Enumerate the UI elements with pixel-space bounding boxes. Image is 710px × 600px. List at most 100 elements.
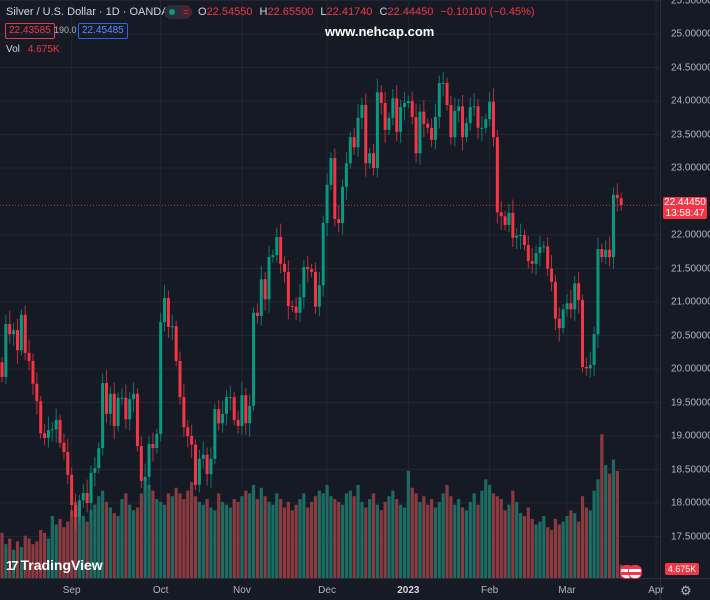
volume-legend: Vol 4.675K xyxy=(6,44,60,55)
volume-bar xyxy=(333,499,337,578)
volume-bar xyxy=(406,470,410,578)
candle-body xyxy=(542,246,546,248)
candle-body xyxy=(306,267,310,270)
volume-bar xyxy=(302,493,306,578)
volume-bar xyxy=(31,544,35,578)
candle-body xyxy=(286,271,290,307)
volume-bar xyxy=(116,515,120,578)
candle-body xyxy=(182,397,186,428)
candle-body xyxy=(313,271,317,307)
high-value: 22.65500 xyxy=(267,6,314,18)
price-tick-label: 23.50000 xyxy=(671,129,710,140)
candle-body xyxy=(422,111,426,124)
volume-bar xyxy=(209,507,213,578)
time-tick-label: Mar xyxy=(558,585,576,596)
candle-body xyxy=(159,322,163,434)
tradingview-logo[interactable]: 17 TradingView xyxy=(6,557,103,573)
candle-body xyxy=(205,454,209,475)
candle-body xyxy=(101,383,105,449)
volume-bar xyxy=(584,507,588,578)
price-tick-label: 18.50000 xyxy=(671,464,710,475)
candle-body xyxy=(259,279,263,317)
volume-bar xyxy=(240,496,244,578)
bar-countdown: 13:58:47 xyxy=(665,208,705,219)
candle-body xyxy=(561,309,565,329)
candle-body xyxy=(379,92,383,104)
candle-body xyxy=(116,397,120,426)
volume-bar xyxy=(290,510,294,578)
candle-body xyxy=(77,500,81,518)
candle-body xyxy=(391,98,395,118)
candle-body xyxy=(217,409,221,424)
candle-body xyxy=(255,312,259,317)
last-price: 22.44450 xyxy=(664,197,706,208)
volume-bar xyxy=(58,518,62,578)
candle-body xyxy=(236,419,240,426)
time-tick-label: Oct xyxy=(152,585,169,596)
volume-bar xyxy=(224,504,229,578)
candle-body xyxy=(344,163,348,187)
candle-body xyxy=(19,314,23,351)
volume-bar xyxy=(310,501,314,578)
volume-bar xyxy=(275,493,279,578)
volume-bar xyxy=(410,487,414,578)
visibility-toggle[interactable]: = xyxy=(164,5,192,19)
volume-bar xyxy=(337,501,341,578)
candle-body xyxy=(402,103,406,108)
volume-bar xyxy=(542,515,546,578)
candle-body xyxy=(104,383,108,414)
candle-body xyxy=(267,257,271,300)
candle-body xyxy=(228,397,232,399)
candle-body xyxy=(4,324,8,378)
candle-body xyxy=(54,419,58,430)
candle-body xyxy=(329,157,333,185)
close-label: C xyxy=(379,6,388,18)
candle-body xyxy=(569,303,573,310)
candle-body xyxy=(120,397,124,399)
candle-body xyxy=(430,127,434,140)
us-flag-icon[interactable] xyxy=(628,565,642,579)
volume-bar xyxy=(476,504,480,578)
volume-bar xyxy=(217,493,221,578)
candle-body xyxy=(283,263,287,272)
gear-icon[interactable]: ⚙ xyxy=(680,583,692,598)
price-tick-label: 23.00000 xyxy=(671,162,710,174)
volume-bar xyxy=(50,515,54,578)
candle-body xyxy=(588,364,592,369)
volume-bar xyxy=(186,490,190,578)
candle-body xyxy=(503,216,507,225)
volume-bar xyxy=(441,493,445,578)
candle-body xyxy=(321,222,325,286)
sell-button[interactable]: 22.43585 xyxy=(5,23,55,39)
volume-bar xyxy=(317,490,321,578)
candle-body xyxy=(275,237,279,256)
candle-body xyxy=(271,255,275,258)
buy-button[interactable]: 22.45485 xyxy=(78,23,128,39)
volume-bar xyxy=(418,501,422,578)
candle-body xyxy=(151,444,155,449)
candle-body xyxy=(550,268,554,282)
ohlc-readout: O22.54550 H22.65500 L22.41740 C22.44450 … xyxy=(198,6,539,18)
candle-body xyxy=(124,397,128,420)
candle-body xyxy=(457,106,461,112)
volume-bar xyxy=(387,496,391,578)
volume-bar xyxy=(611,459,616,578)
volume-bar xyxy=(162,504,167,578)
volume-bar xyxy=(228,507,232,578)
volume-bar xyxy=(170,496,174,578)
candle-body xyxy=(0,362,4,378)
candle-body xyxy=(546,246,550,269)
volume-bar xyxy=(201,504,205,578)
symbol-title[interactable]: Silver / U.S. Dollar · 1D · OANDA xyxy=(6,6,169,18)
volume-bar xyxy=(375,504,379,578)
volume-bar xyxy=(348,490,352,578)
candle-body xyxy=(557,318,561,329)
candle-body xyxy=(128,399,132,420)
volume-bar xyxy=(124,493,128,578)
volume-bar xyxy=(35,541,39,578)
candle-body xyxy=(39,401,43,434)
time-tick-label: Nov xyxy=(233,585,251,596)
tradingview-logo-text: TradingView xyxy=(20,557,103,573)
candle-body xyxy=(232,397,236,420)
